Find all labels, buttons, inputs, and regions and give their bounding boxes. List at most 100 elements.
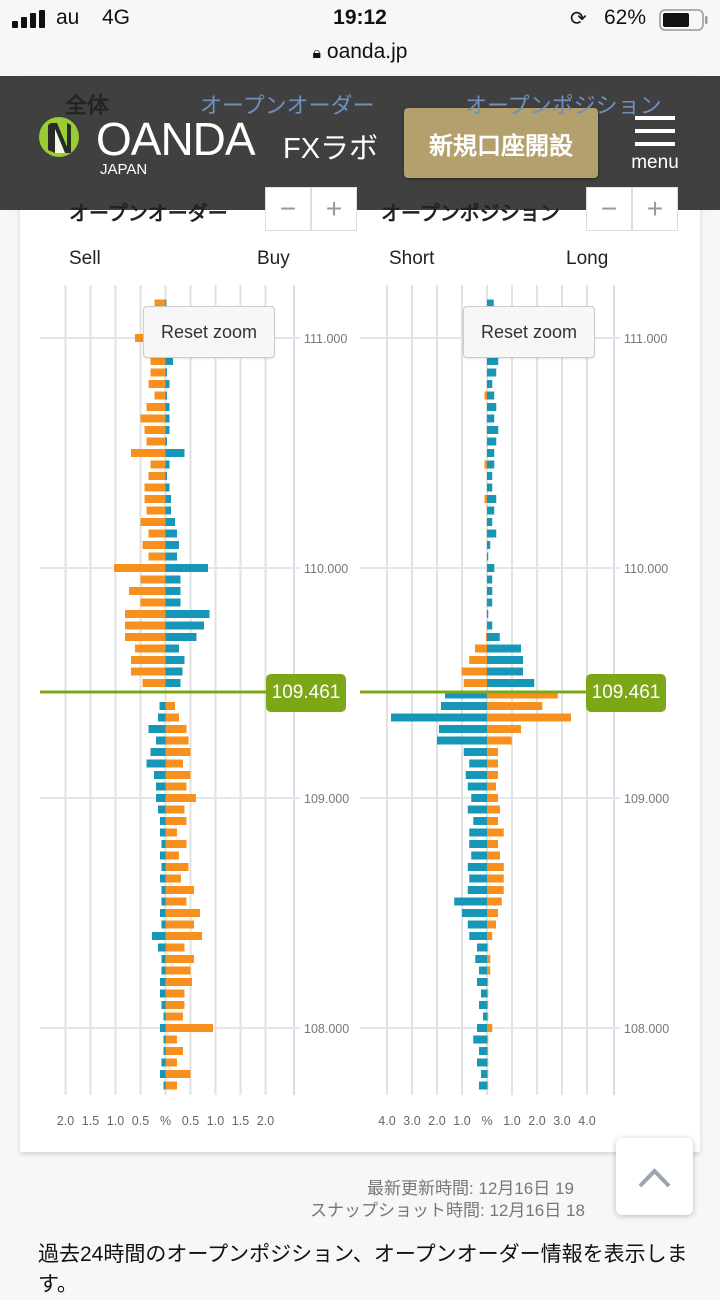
orders-buy-bar [165,460,170,469]
battery-icon [659,9,708,31]
orders-zoom-in-button[interactable]: + [311,187,357,231]
positions-short-bar [477,978,487,986]
orders-sell-bar [148,380,166,388]
positions-long-bar [487,437,497,446]
positions-zoom-in-button[interactable]: + [632,187,678,231]
positions-y-tick-label: 111.000 [624,332,667,346]
orders-sell-bar [142,679,166,687]
positions-long-bar [487,368,497,377]
orders-sell-bar [161,920,166,929]
orders-y-tick-label: 109.000 [304,792,349,806]
orders-sell-bar [159,702,166,710]
positions-long-bar [487,771,498,779]
positions-short-bar [454,897,487,906]
orders-sell-bar [161,863,166,871]
positions-short-bar [477,1058,487,1067]
orders-sell-bar [160,989,166,998]
positions-long-bar [487,633,500,641]
orders-sell-bar [161,1058,166,1067]
orders-sell-bar [150,460,166,469]
positions-long-bar [487,840,498,848]
orders-buy-bar [165,403,170,411]
positions-long-bar [487,943,489,952]
orders-buy-bar [165,299,167,308]
orders-buy-bar [165,771,191,779]
orders-sell-bar [156,736,166,745]
positions-short-bar [469,840,487,848]
orders-buy-bar [165,874,181,883]
orders-buy-bar [165,817,187,825]
site-name[interactable]: FXラボ [283,133,379,165]
positions-long-bar [487,1024,493,1032]
orders-sell-bar [161,1001,166,1009]
positions-short-bar [469,874,487,883]
orders-x-tick-label: 0.5 [182,1114,199,1128]
orders-sell-bar [150,357,166,365]
orders-sell-bar [163,1012,166,1021]
orders-x-tick-label: 1.5 [232,1114,249,1128]
open-account-button[interactable]: 新規口座開設 [404,108,598,178]
positions-short-bar [477,1024,487,1032]
clock: 19:12 [333,6,387,29]
orders-buy-bar [165,851,179,860]
orders-sell-bar [146,759,166,768]
menu-label: menu [631,152,679,173]
orders-sell-bar [163,1047,166,1055]
orders-zoom-out-button[interactable]: − [265,187,311,231]
positions-long-bar [487,518,493,526]
orders-sell-bar [150,748,166,756]
orders-reset-zoom-button[interactable]: Reset zoom [143,306,275,358]
page-description: 過去24時間のオープンポジション、オープンオーダー情報を表示します。 [38,1243,688,1296]
positions-long-bar [487,587,493,595]
positions-x-tick-label: 3.0 [403,1114,420,1128]
positions-short-bar [479,1081,487,1090]
positions-long-bar [487,541,491,549]
orders-buy-bar [165,920,194,929]
positions-short-bar [463,679,487,687]
orders-buy-bar [165,794,196,802]
orders-sell-bar [154,771,166,779]
positions-short-bar [467,805,487,814]
orders-buy-bar [165,886,194,894]
orders-buy-bar [165,978,192,986]
positions-short-bar [391,713,487,722]
orders-sell-bar [154,391,166,400]
positions-long-bar [487,564,495,572]
positions-long-bar [487,460,495,469]
tab-open-positions[interactable]: オープンポジション [465,93,662,118]
orders-sell-bar [158,713,166,722]
positions-long-bar [487,920,496,929]
short-label: Short [389,248,435,269]
positions-zoom-out-button[interactable]: − [586,187,632,231]
menu-button[interactable]: menu [626,114,684,178]
positions-long-bar [487,886,504,894]
positions-long-bar [487,690,558,699]
orders-sell-bar [160,1070,166,1078]
positions-x-tick-label: 1.0 [503,1114,520,1128]
orders-buy-bar [165,1012,183,1021]
positions-long-bar [487,472,493,480]
positions-y-tick-label: 108.000 [624,1022,669,1036]
tab-open-orders[interactable]: オープンオーダー [200,93,375,118]
orders-buy-bar [165,380,170,388]
orders-buy-bar [165,1070,191,1078]
positions-reset-zoom-button[interactable]: Reset zoom [463,306,595,358]
url-text: oanda.jp [326,40,408,63]
orders-buy-bar [165,702,175,710]
orders-sell-bar [148,552,166,561]
positions-x-tick-label: 4.0 [378,1114,395,1128]
positions-short-bar [473,1035,487,1044]
orders-sell-bar [154,299,166,308]
positions-long-bar [487,897,502,906]
logo-text[interactable]: OANDA [96,113,256,165]
orders-sell-bar [114,564,166,572]
positions-long-bar [487,391,495,400]
address-bar[interactable]: 🔒︎ oanda.jp [0,40,720,64]
oanda-logo-icon[interactable] [39,117,79,157]
chevron-up-icon [638,1168,671,1188]
orders-sell-bar [131,449,166,457]
positions-short-bar [479,966,487,975]
scroll-to-top-button[interactable] [616,1138,693,1215]
positions-short-bar [477,943,487,952]
